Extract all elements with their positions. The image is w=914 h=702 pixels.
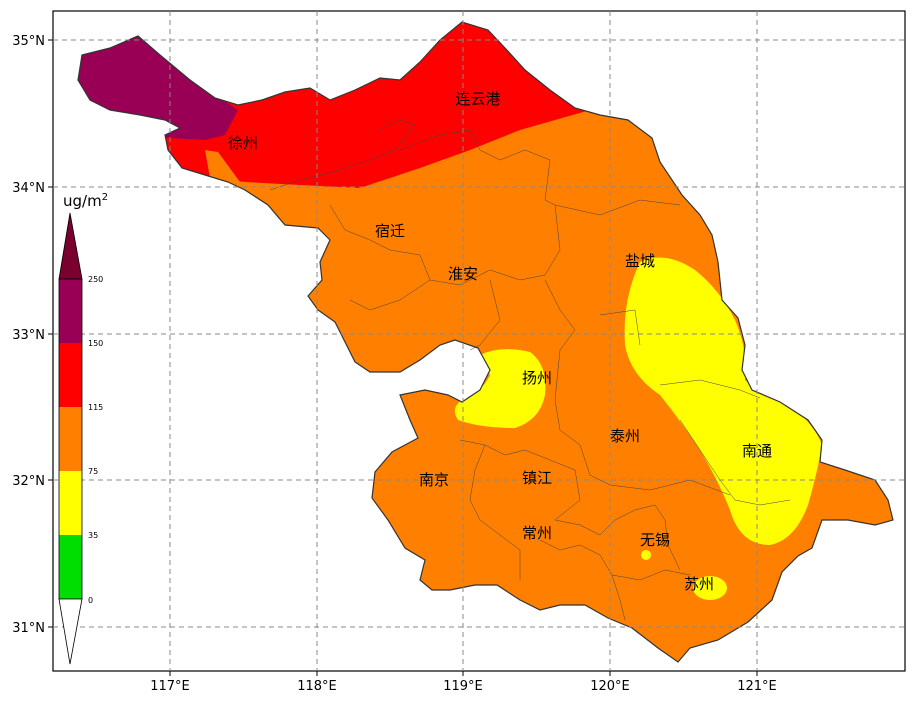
lat-tick-label: 32°N (12, 474, 45, 489)
lat-tick-label: 34°N (12, 181, 45, 196)
lon-tick-label: 119°E (443, 679, 483, 694)
city-label-lianyungang: 连云港 (455, 90, 500, 108)
colorbar-segment-0-35 (59, 535, 82, 599)
city-label-yangzhou: 扬州 (522, 369, 552, 387)
colorbar-level-label: 35 (88, 531, 98, 540)
colorbar-level-label: 0 (88, 596, 93, 605)
city-label-zhenjiang: 镇江 (522, 469, 552, 487)
colorbar-segment-150-250 (59, 279, 82, 343)
yellow-zone-east (624, 257, 822, 545)
lat-tick-label: 35°N (12, 34, 45, 49)
city-label-wuxi: 无锡 (640, 531, 670, 549)
orange-pocket-xuzhou (205, 150, 240, 185)
city-label-xuzhou: 徐州 (228, 134, 258, 152)
yellow-zone-suzhou (693, 576, 727, 600)
city-label-taizhou: 泰州 (610, 427, 640, 445)
lat-tick-label: 33°N (12, 328, 45, 343)
city-label-yancheng: 盐城 (625, 252, 655, 270)
city-label-suqian: 宿迁 (375, 222, 405, 240)
city-label-nantong: 南通 (742, 442, 772, 460)
lon-tick-label: 117°E (150, 679, 190, 694)
colorbar-segment-75-115 (59, 407, 82, 471)
yellow-zone-yangzhou (454, 349, 546, 428)
colorbar-segment-35-75 (59, 471, 82, 535)
city-label-nanjing: 南京 (419, 471, 449, 489)
colorbar-level-label: 75 (88, 467, 98, 476)
city-label-huaian: 淮安 (448, 265, 478, 283)
colorbar-unit-label: ug/m2 (63, 192, 108, 210)
lon-tick-label: 118°E (297, 679, 337, 694)
colorbar: ug/m2 250 150 115 75 35 0 (58, 192, 108, 665)
city-label-changzhou: 常州 (522, 524, 552, 542)
colorbar-level-label: 250 (88, 275, 103, 284)
lon-tick-label: 121°E (737, 679, 777, 694)
colorbar-bottom-extend (58, 598, 83, 665)
yellow-zone-wuxi (641, 550, 651, 560)
lon-tick-label: 120°E (590, 679, 630, 694)
colorbar-level-label: 115 (88, 403, 103, 412)
colorbar-level-label: 150 (88, 339, 103, 348)
city-label-suzhou: 苏州 (684, 575, 714, 593)
axis-ticks (48, 39, 758, 676)
gridlines (53, 11, 905, 671)
lat-tick-label: 31°N (12, 621, 45, 636)
colorbar-segment-115-150 (59, 343, 82, 407)
